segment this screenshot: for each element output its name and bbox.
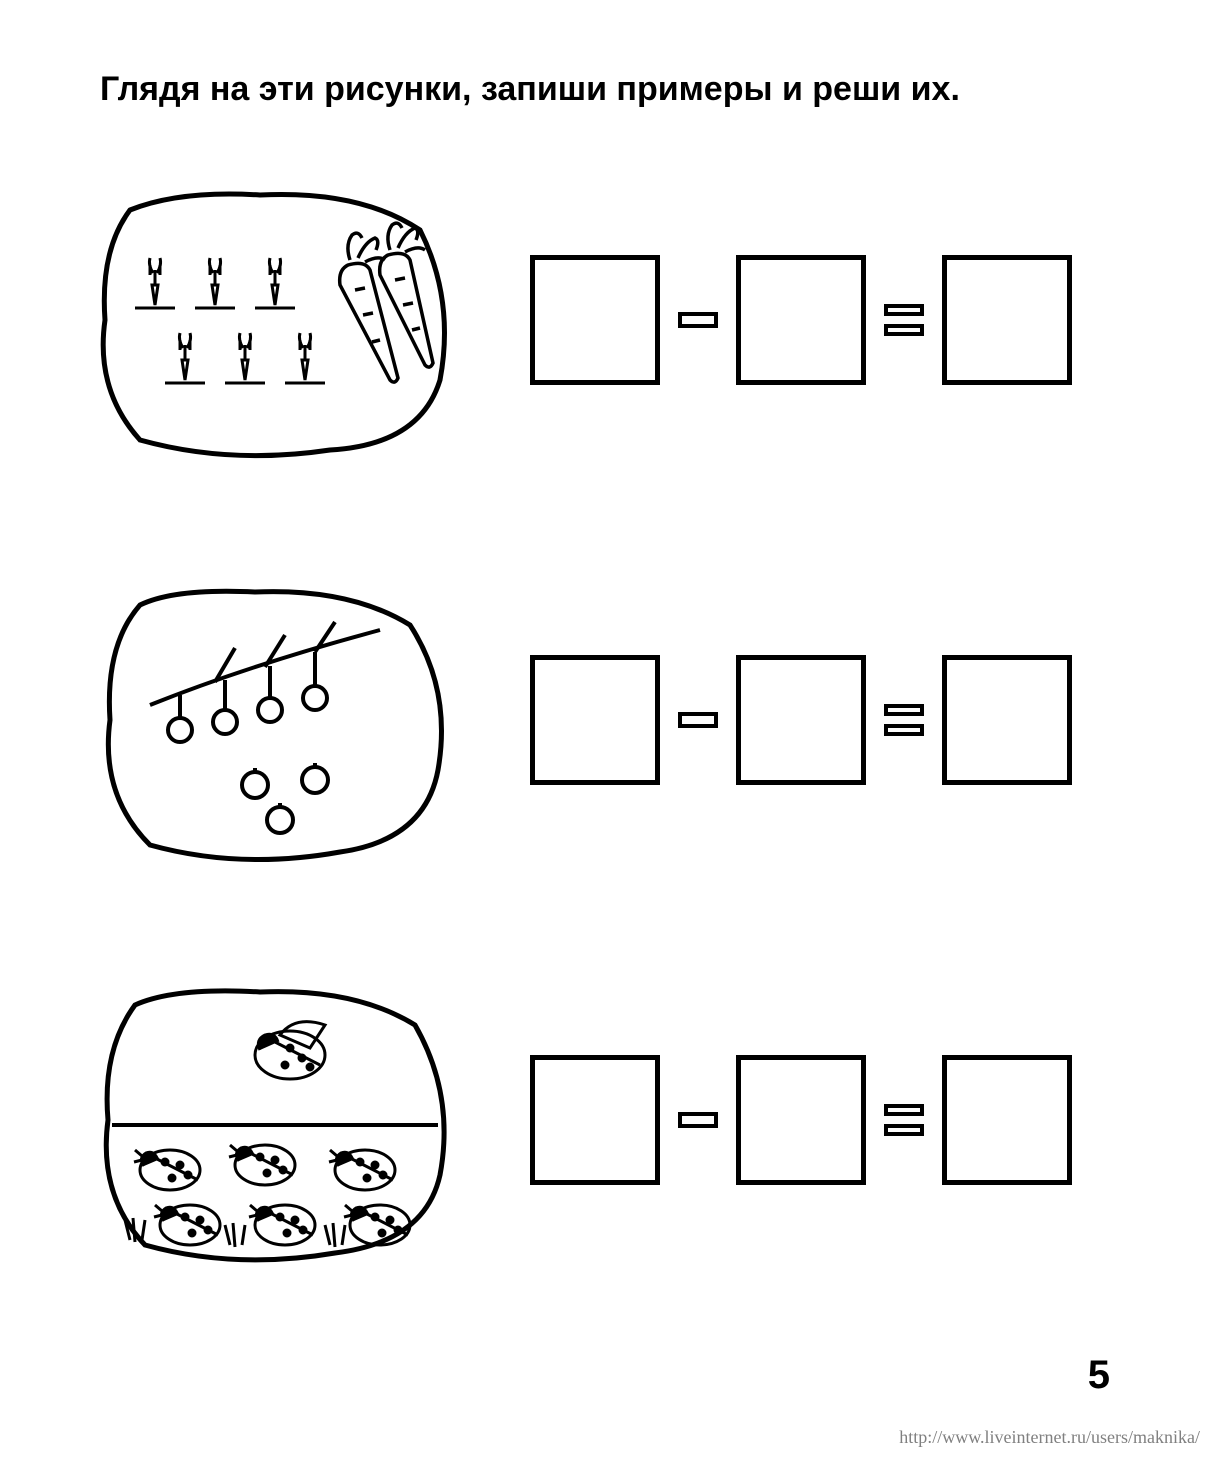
minus-icon [678,312,718,328]
operand-box-3a[interactable] [530,1055,660,1185]
equals-icon [884,304,924,336]
equation-row-2 [530,655,1072,785]
exercise-row-1 [80,160,1140,480]
minus-icon [678,712,718,728]
operand-box-1b[interactable] [736,255,866,385]
operand-box-2a[interactable] [530,655,660,785]
exercise-row-3 [80,960,1140,1280]
equals-icon [884,704,924,736]
result-box-1[interactable] [942,255,1072,385]
minus-icon [678,1112,718,1128]
worksheet-title: Глядя на эти рисунки, запиши примеры и р… [100,70,1130,109]
watermark-url: http://www.liveinternet.ru/users/maknika… [899,1427,1200,1448]
operand-box-1a[interactable] [530,255,660,385]
illustration-ladybugs [80,970,460,1270]
exercise-row-2 [80,560,1140,880]
operand-box-3b[interactable] [736,1055,866,1185]
equation-row-1 [530,255,1072,385]
operand-box-2b[interactable] [736,655,866,785]
equation-row-3 [530,1055,1072,1185]
page-number: 5 [1088,1353,1110,1398]
result-box-2[interactable] [942,655,1072,785]
illustration-berries [80,570,460,870]
equals-icon [884,1104,924,1136]
result-box-3[interactable] [942,1055,1072,1185]
illustration-carrots [80,170,460,470]
